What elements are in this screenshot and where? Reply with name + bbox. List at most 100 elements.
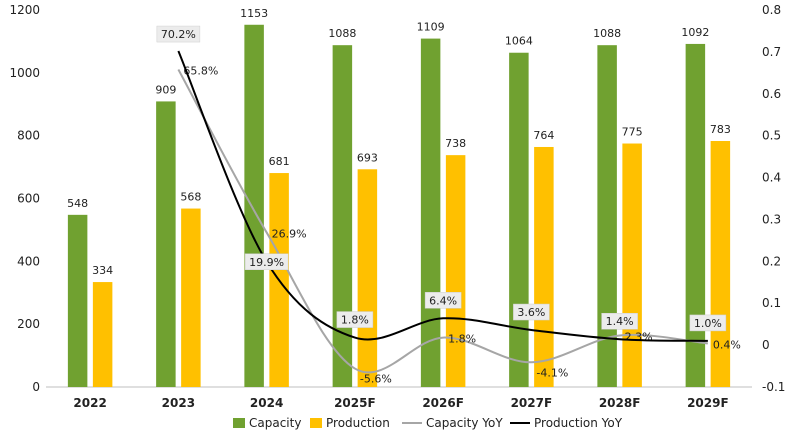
bar-value-label: 1088 — [593, 27, 621, 40]
left-y-tick-label: 1200 — [9, 3, 40, 17]
production-yoy-data-label: 19.9% — [244, 253, 289, 271]
bar — [357, 169, 378, 387]
x-tick-label: 2026F — [422, 396, 464, 410]
data-label-text: 19.9% — [249, 256, 284, 269]
right-y-tick-label: 0.6 — [762, 87, 781, 101]
capacity-yoy-data-label: 65.8% — [183, 64, 218, 77]
data-label-text: 1.8% — [341, 314, 369, 327]
bar-value-label: 909 — [155, 83, 176, 96]
x-tick-label: 2029F — [687, 396, 729, 410]
legend-swatch — [233, 418, 245, 428]
bar — [92, 282, 113, 387]
capacity-yoy-data-label: 1.8% — [448, 333, 476, 346]
right-y-tick-label: 0.2 — [762, 254, 781, 268]
bar-value-label: 334 — [92, 264, 113, 277]
data-label-box — [689, 314, 727, 332]
data-label-box — [424, 292, 462, 309]
data-label-box — [601, 312, 638, 330]
bar — [622, 143, 642, 387]
bar — [181, 208, 201, 387]
data-label-box — [336, 311, 374, 328]
bar-value-label: 1088 — [328, 27, 356, 40]
right-y-tick-label: 0.7 — [762, 45, 781, 59]
bar — [509, 52, 529, 388]
capacity-yoy-data-label: 26.9% — [272, 227, 307, 240]
x-axis: 2022 2023 2024 2025F 2026F 2027F 2028F 2029F — [73, 396, 728, 410]
bar-value-label: 1109 — [417, 21, 445, 34]
right-y-tick-label: 0.1 — [762, 296, 781, 310]
data-label-text: 70.2% — [161, 28, 196, 41]
capacity-yoy-data-label: 0.4% — [713, 338, 741, 351]
bar-value-label: 764 — [533, 129, 554, 142]
production-yoy-data-label: 6.4% — [424, 292, 462, 309]
bar-value-label: 681 — [269, 155, 290, 168]
bar-series-capacity: 548 909 1153 1088 1109 1064 1088 1092 — [67, 7, 709, 388]
bar — [685, 43, 706, 388]
bar — [534, 146, 554, 387]
x-tick-label: 2023 — [162, 396, 195, 410]
line-series-capacity-yoy: 65.8% 26.9% -5.6% 1.8% -4.1% 2.3% 0.4% — [177, 64, 741, 386]
x-tick-label: 2025F — [334, 396, 376, 410]
x-tick-label: 2024 — [250, 396, 283, 410]
right-y-axis: -0.1 0 0.1 0.2 0.3 0.4 0.5 0.6 0.7 0.8 — [762, 3, 785, 394]
legend-label: Production YoY — [534, 416, 623, 430]
legend-label: Production — [326, 416, 390, 430]
right-y-tick-label: -0.1 — [762, 380, 785, 394]
production-yoy-data-label: 3.6% — [513, 303, 550, 321]
x-tick-label: 2022 — [73, 396, 106, 410]
left-y-tick-label: 400 — [17, 254, 40, 268]
bar-value-label: 783 — [710, 123, 731, 136]
bar-value-label: 738 — [445, 137, 466, 150]
right-y-tick-label: 0 — [762, 338, 770, 352]
bar — [597, 45, 617, 387]
capacity-yoy-data-label: -5.6% — [360, 373, 392, 386]
legend-item: Production YoY — [510, 416, 623, 430]
left-y-tick-label: 200 — [17, 317, 40, 331]
series-line — [177, 69, 708, 374]
bar-value-label: 1092 — [681, 26, 709, 39]
bar-series-production: 334 568 681 693 738 764 775 783 — [92, 123, 731, 387]
left-y-tick-label: 1000 — [9, 66, 40, 80]
legend-item: Production — [310, 416, 390, 430]
legend-item: Capacity — [233, 416, 301, 430]
capacity-yoy-data-label: 2.3% — [625, 330, 653, 343]
right-y-tick-label: 0.3 — [762, 212, 781, 226]
production-yoy-data-label: 1.8% — [336, 311, 374, 328]
bar-value-label: 775 — [622, 126, 643, 139]
data-label-box — [513, 303, 550, 321]
bar — [67, 214, 88, 387]
data-label-text: 1.4% — [606, 315, 634, 328]
x-tick-label: 2027F — [511, 396, 553, 410]
bar-value-label: 1064 — [505, 35, 533, 48]
legend-label: Capacity — [249, 416, 301, 430]
production-yoy-data-label: 1.4% — [601, 312, 638, 330]
series-line — [177, 50, 708, 342]
data-label-text: 3.6% — [517, 306, 545, 319]
legend-item: Capacity YoY — [402, 416, 503, 430]
left-y-tick-label: 0 — [32, 380, 40, 394]
bar — [420, 38, 441, 387]
right-y-tick-label: 0.4 — [762, 171, 781, 185]
right-y-tick-label: 0.5 — [762, 129, 781, 143]
left-y-tick-label: 800 — [17, 129, 40, 143]
production-yoy-data-label: 70.2% — [156, 25, 201, 43]
right-y-tick-label: 0.8 — [762, 3, 781, 17]
left-y-axis: 0 200 400 600 800 1000 1200 — [9, 3, 40, 394]
line-series-production-yoy: 70.2% 19.9% 1.8% 6.4% 3.6% 1.4% 1.0% — [156, 25, 727, 342]
bar-value-label: 568 — [180, 191, 201, 204]
data-label-text: 6.4% — [429, 294, 457, 307]
legend-swatch — [310, 418, 322, 428]
bar-value-label: 1153 — [240, 7, 268, 20]
bar — [244, 24, 264, 387]
legend-label: Capacity YoY — [426, 416, 503, 430]
bar — [332, 45, 353, 387]
bar-value-label: 548 — [67, 197, 88, 210]
capacity-yoy-data-label: -4.1% — [536, 366, 568, 379]
production-yoy-data-label: 1.0% — [689, 314, 727, 332]
data-label-box — [156, 25, 201, 43]
x-tick-label: 2028F — [599, 396, 641, 410]
data-label-text: 1.0% — [694, 317, 722, 330]
bar — [445, 155, 466, 387]
